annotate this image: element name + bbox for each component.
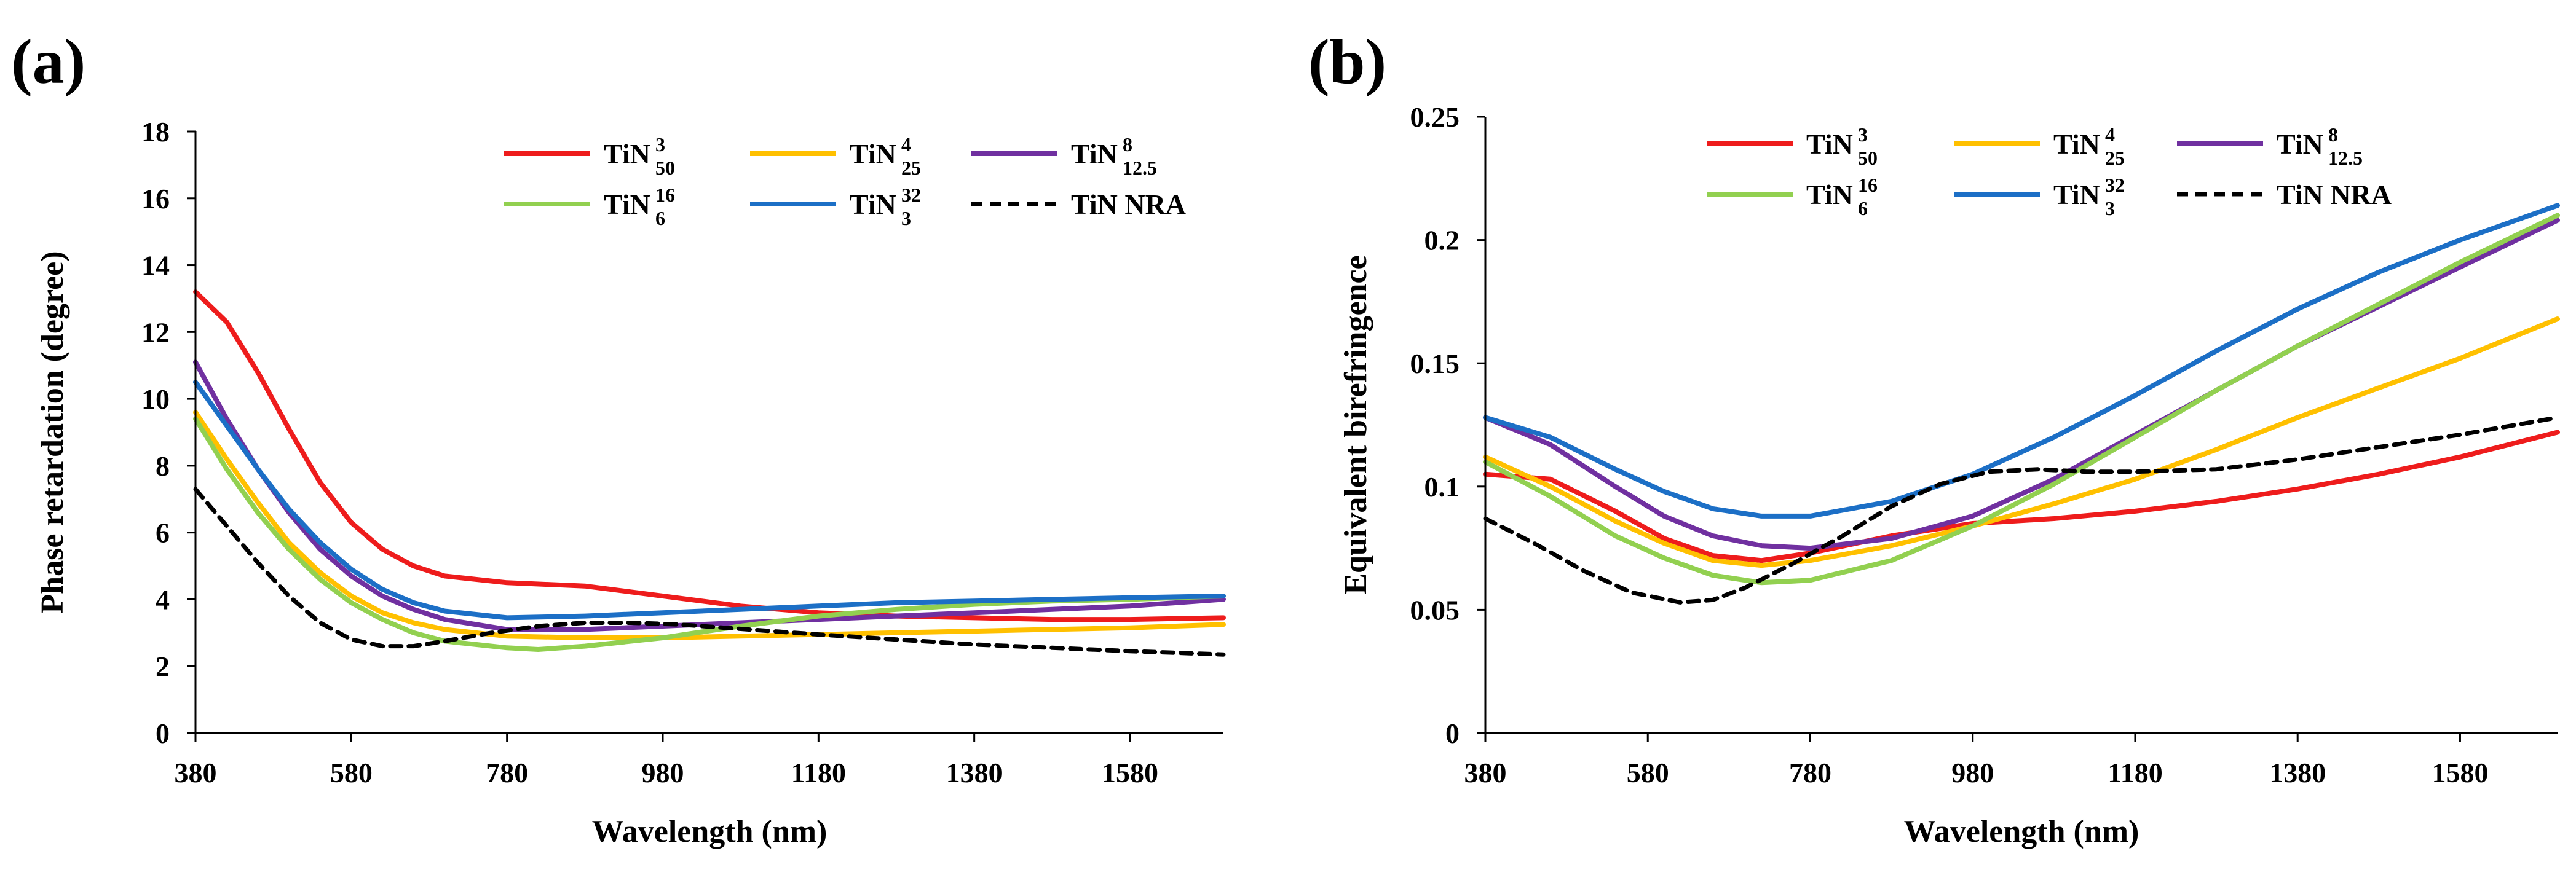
panel-a-legend-label: TiN — [604, 138, 650, 170]
panel-a-legend-item: TiN 812.5 — [971, 133, 1157, 179]
panel-a-legend-item: TiN 166 — [504, 184, 675, 229]
panel-b-x-tick-label: 580 — [1627, 757, 1669, 788]
panel-b-legend-label: TiN NRA — [2277, 179, 2392, 210]
panel-b-legend-sup: 8 — [2328, 124, 2338, 146]
panel-a-x-tick-label: 380 — [175, 757, 217, 788]
panel-a-y-tick-label: 6 — [156, 517, 170, 549]
panel-b-y-tick-label: 0.05 — [1410, 594, 1460, 626]
chart-panel-a: (a) 0 2 4 6 8 10 12 14 16 18 380 580 780 980 1180 1380 15… — [11, 26, 1226, 849]
panel-a-legend-sub: 3 — [901, 207, 911, 229]
panel-a-series-tin-nra — [193, 487, 1226, 657]
panel-b-legend-sub: 6 — [1858, 197, 1868, 219]
panel-b-series-tin-4-25 — [1483, 316, 2560, 568]
panel-a-legend-label: TiN — [1071, 138, 1118, 170]
panel-a-x-axis-title: Wavelength (nm) — [592, 814, 828, 849]
panel-b-legend-sub: 50 — [1858, 147, 1878, 169]
panel-a-y-tick-label: 4 — [156, 584, 170, 615]
panel-a-y-tick-label: 0 — [156, 718, 170, 749]
panel-b-series-tin-32-3 — [1483, 203, 2560, 519]
panel-b-legend-item: TiN 425 — [1954, 124, 2125, 169]
panel-b-legend-item: TiN 323 — [1954, 174, 2125, 219]
panel-a-x-tick-label: 980 — [642, 757, 684, 788]
panel-b-legend-sub: 25 — [2105, 147, 2125, 169]
panel-a-legend-label: TiN — [850, 189, 896, 220]
panel-a-series-tin-16-6 — [193, 416, 1226, 652]
panel-a-y-axis-title: Phase retardation (degree) — [35, 251, 70, 613]
panel-a-legend-label: TiN NRA — [1071, 189, 1186, 220]
panel-a-legend-sub: 6 — [655, 207, 665, 229]
panel-b-legend-label: TiN — [2053, 179, 2100, 210]
panel-b-legend-label: TiN — [1806, 128, 1853, 160]
panel-b-legend-sup: 3 — [1858, 124, 1868, 146]
panel-a-legend-item: TiN 350 — [504, 133, 675, 179]
panel-a-legend-label: TiN — [604, 189, 650, 220]
panel-b-x-tick-label: 380 — [1464, 757, 1507, 788]
panel-a-label: (a) — [11, 26, 85, 97]
panel-a-series-group — [193, 289, 1226, 657]
panel-b-y-tick-label: 0.1 — [1424, 471, 1460, 503]
panel-a-legend-label: TiN — [850, 138, 896, 170]
panel-b-x-axis-title: Wavelength (nm) — [1904, 814, 2139, 849]
panel-b-legend-sub: 12.5 — [2328, 147, 2363, 169]
panel-b-legend-label: TiN — [2053, 128, 2100, 160]
panel-b-legend-item: TiN NRA — [2177, 179, 2392, 210]
panel-b-y-tick-label: 0.15 — [1410, 348, 1460, 379]
panel-b-x-tick-label: 1180 — [2108, 757, 2162, 788]
panel-b-legend-sup: 4 — [2105, 124, 2115, 146]
panel-b-legend-label: TiN — [1806, 179, 1853, 210]
panel-b-series-group — [1483, 203, 2560, 605]
panel-b-label: (b) — [1308, 26, 1386, 97]
panel-a-legend-sub: 25 — [901, 157, 921, 179]
panel-a-legend-sup: 3 — [655, 133, 665, 155]
panel-a-legend-item: TiN 425 — [750, 133, 921, 179]
panel-b-legend-sup: 16 — [1858, 174, 1878, 196]
panel-a-x-tick-label: 1380 — [946, 757, 1003, 788]
panel-a-legend-sup: 16 — [655, 184, 675, 206]
panel-a-x-tick-label: 580 — [330, 757, 373, 788]
panel-b-y-tick-label: 0 — [1445, 718, 1460, 749]
panel-b-legend-item: TiN 350 — [1707, 124, 1878, 169]
panel-a-y-tick-label: 18 — [141, 116, 170, 147]
panel-a-legend-sup: 8 — [1123, 133, 1132, 155]
panel-a-legend-sup: 4 — [901, 133, 911, 155]
panel-b-legend-item: TiN 166 — [1707, 174, 1878, 219]
chart-panel-b: (b) 0 0.05 0.1 0.15 0.2 0.25 380 580 780 980 1180 13… — [1308, 26, 2560, 849]
panel-a-legend-sub: 12.5 — [1123, 157, 1157, 179]
panel-b-x-tick-label: 1380 — [2269, 757, 2326, 788]
panel-a-series-tin-8-12-5 — [193, 359, 1226, 632]
panel-b-legend-sub: 3 — [2105, 197, 2115, 219]
panel-a-y-tick-label: 14 — [141, 250, 170, 281]
panel-a-legend-sup: 32 — [901, 184, 921, 206]
panel-a-y-tick-label: 2 — [156, 651, 170, 682]
panel-a-series-tin-32-3 — [193, 379, 1226, 621]
panel-a-x-tick-label: 780 — [486, 757, 528, 788]
panel-a-legend-item: TiN 323 — [750, 184, 921, 229]
panel-a-legend-sub: 50 — [655, 157, 675, 179]
panel-a-x-tick-label: 1580 — [1102, 757, 1158, 788]
panel-b-legend-sup: 32 — [2105, 174, 2125, 196]
panel-a-series-tin-4-25 — [193, 409, 1226, 640]
panel-b-y-tick-label: 0.2 — [1424, 225, 1460, 256]
panel-a-x-tick-label: 1180 — [791, 757, 846, 788]
panel-a-y-tick-label: 10 — [141, 383, 170, 415]
panel-b-x-tick-label: 780 — [1789, 757, 1831, 788]
panel-b-x-tick-label: 1580 — [2432, 757, 2488, 788]
panel-a-series-tin-3-50 — [193, 289, 1226, 622]
panel-b-legend-item: TiN 812.5 — [2177, 124, 2363, 169]
panel-a-legend-item: TiN NRA — [971, 189, 1186, 220]
panel-b-y-tick-label: 0.25 — [1410, 101, 1460, 133]
panel-a-y-tick-label: 8 — [156, 450, 170, 482]
panel-b-y-axis-title: Equivalent birefringence — [1338, 255, 1373, 594]
panel-a-y-tick-label: 12 — [141, 316, 170, 348]
panel-b-series-tin-nra — [1483, 415, 2560, 605]
panel-a-y-tick-label: 16 — [141, 183, 170, 214]
panel-b-series-tin-16-6 — [1483, 213, 2560, 586]
panel-b-x-tick-label: 980 — [1951, 757, 1994, 788]
panel-b-legend-label: TiN — [2277, 128, 2323, 160]
